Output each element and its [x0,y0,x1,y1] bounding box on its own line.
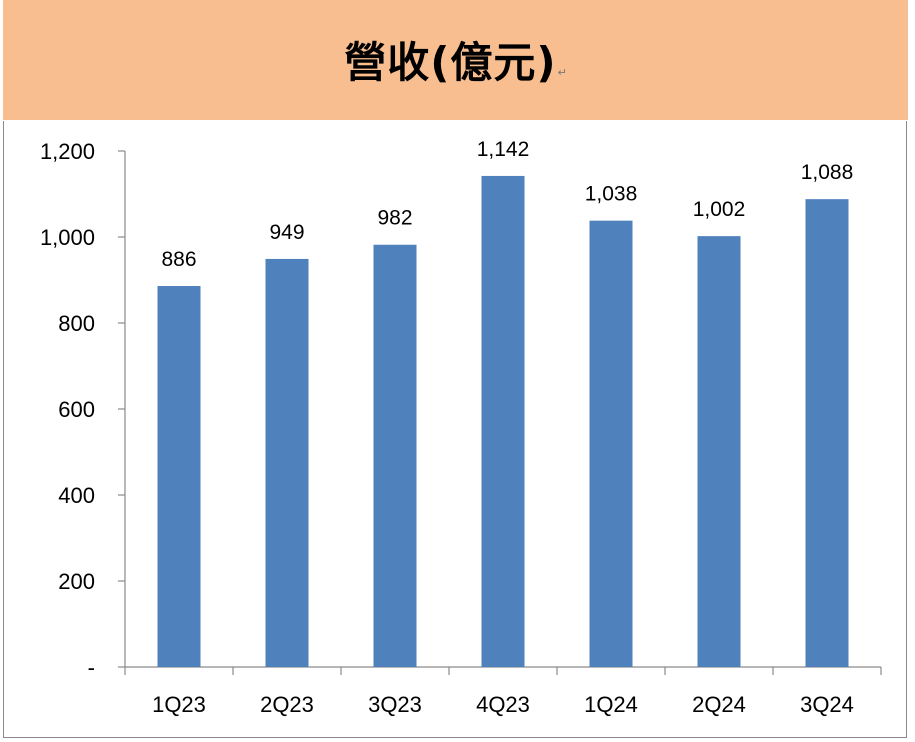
bar-1q24 [589,220,633,667]
chart-title: 營收(億元) [344,37,557,87]
x-category-label: 1Q23 [152,692,206,717]
y-tick-label: - [88,655,95,680]
data-label: 1,038 [585,183,638,206]
data-label: 1,142 [477,138,530,161]
bar-2q23 [265,258,309,667]
y-tick-label: 400 [58,483,95,508]
x-category-label: 2Q23 [260,692,314,717]
chart-title-banner: 營收(億元) ↵ [3,0,908,120]
chart-plot-frame: - 200 400 600 800 1,000 1,200 886 1Q23 949 2Q23 982… [3,121,907,738]
bar-2q24 [697,236,741,667]
y-tick-label: 200 [58,569,95,594]
bar-4q23 [481,175,525,667]
y-tick-label: 600 [58,397,95,422]
y-tick-label: 1,200 [40,139,95,164]
y-tick-label: 800 [58,311,95,336]
data-label: 1,002 [693,198,746,221]
paragraph-mark-icon: ↵ [557,66,567,79]
bar-3q24 [805,199,849,667]
x-category-label: 3Q23 [368,692,422,717]
x-category-label: 4Q23 [476,692,530,717]
x-category-label: 2Q24 [692,692,746,717]
bar-1q23 [157,286,201,667]
data-label: 886 [161,248,196,271]
x-category-label: 3Q24 [800,692,854,717]
y-tick-label: 1,000 [40,225,95,250]
data-label: 949 [269,221,304,244]
bar-chart: - 200 400 600 800 1,000 1,200 886 1Q23 949 2Q23 982… [40,138,882,717]
data-label: 982 [377,207,412,230]
data-label: 1,088 [801,161,854,184]
x-category-label: 1Q24 [584,692,638,717]
bar-3q23 [373,244,417,667]
